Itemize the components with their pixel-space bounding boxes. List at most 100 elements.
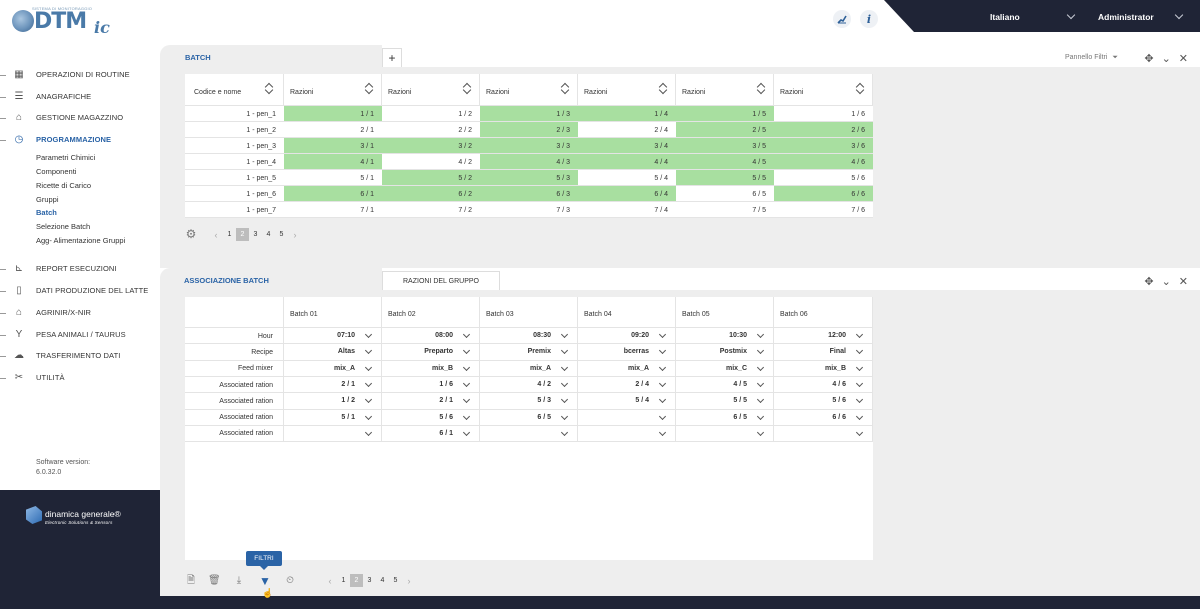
ration-cell[interactable]: 4 / 5 bbox=[676, 154, 774, 170]
ration-cell[interactable]: 5 / 6 bbox=[851, 174, 865, 182]
ration-cell[interactable]: 5 / 3 bbox=[480, 170, 578, 186]
batch-select[interactable]: 1 / 2 bbox=[284, 393, 382, 410]
page-5[interactable]: 5 bbox=[393, 577, 398, 584]
batch-select[interactable]: mix_B bbox=[774, 360, 873, 377]
batch-select[interactable]: 12:00 bbox=[774, 328, 873, 345]
move-icon[interactable]: ✥ bbox=[1144, 53, 1154, 65]
close-icon[interactable]: ✕ bbox=[1178, 276, 1188, 288]
ration-cell[interactable]: 3 / 5 bbox=[676, 138, 774, 154]
ration-cell[interactable]: 5 / 4 bbox=[654, 174, 668, 182]
batch-select[interactable]: mix_B bbox=[382, 360, 480, 377]
batch-select[interactable] bbox=[578, 425, 676, 443]
batch-select[interactable]: 5 / 3 bbox=[480, 393, 578, 410]
column-header[interactable]: Codice e nome bbox=[185, 74, 284, 106]
info-icon[interactable]: i bbox=[860, 10, 878, 28]
tab-associazione-batch[interactable]: ASSOCIAZIONE BATCH bbox=[160, 268, 382, 290]
column-header[interactable]: Razioni bbox=[578, 74, 676, 106]
batch-select[interactable]: bcerras bbox=[578, 344, 676, 361]
subitem-componenti[interactable]: Componenti bbox=[36, 167, 77, 176]
sidebar-item-magazzino[interactable]: ⌂ GESTIONE MAGAZZINO bbox=[0, 111, 160, 125]
sidebar-item-agrinir[interactable]: ⌂ AGRINIR/X-NIR bbox=[0, 306, 160, 320]
sidebar-item-pesa[interactable]: Y PESA ANIMALI / TAURUS bbox=[0, 328, 160, 342]
subitem-selezione-batch[interactable]: Selezione Batch bbox=[36, 222, 91, 231]
batch-select[interactable] bbox=[676, 425, 774, 443]
ration-cell[interactable]: 1 / 1 bbox=[284, 106, 382, 122]
sidebar-item-utilita[interactable]: ✂ UTILITÀ bbox=[0, 371, 160, 385]
batch-select[interactable]: Preparto bbox=[382, 344, 480, 361]
prev-page-icon[interactable]: ‹ bbox=[328, 575, 332, 586]
subitem-parametri-chimici[interactable]: Parametri Chimici bbox=[36, 153, 96, 162]
batch-select[interactable]: mix_A bbox=[284, 360, 382, 377]
sort-icon[interactable] bbox=[463, 82, 471, 94]
ration-cell[interactable]: 4 / 6 bbox=[774, 154, 873, 170]
ration-cell[interactable]: 1 / 4 bbox=[578, 106, 676, 122]
sort-icon[interactable] bbox=[659, 82, 667, 94]
batch-select[interactable]: 6 / 1 bbox=[382, 425, 480, 443]
batch-select[interactable]: 4 / 5 bbox=[676, 376, 774, 394]
ration-cell[interactable]: 1 / 5 bbox=[676, 106, 774, 122]
batch-select[interactable]: 6 / 5 bbox=[480, 409, 578, 426]
download-icon[interactable]: ⤓ bbox=[236, 575, 242, 586]
subitem-batch[interactable]: Batch bbox=[36, 208, 57, 217]
batch-select[interactable]: Postmix bbox=[676, 344, 774, 361]
batch-select[interactable] bbox=[774, 425, 873, 443]
ration-cell[interactable]: 3 / 2 bbox=[382, 138, 480, 154]
page-3[interactable]: 3 bbox=[253, 231, 258, 238]
sidebar-item-programmazione[interactable]: ◷ PROGRAMMAZIONE bbox=[0, 133, 160, 147]
prev-page-icon[interactable]: ‹ bbox=[214, 229, 218, 240]
ration-cell[interactable]: 2 / 4 bbox=[654, 126, 668, 134]
batch-select[interactable]: 5 / 5 bbox=[676, 393, 774, 410]
batch-select[interactable]: 09:20 bbox=[578, 328, 676, 345]
ration-cell[interactable]: 7 / 1 bbox=[360, 206, 374, 214]
close-icon[interactable]: ✕ bbox=[1178, 53, 1188, 65]
batch-select[interactable]: Premix bbox=[480, 344, 578, 361]
batch-select[interactable] bbox=[284, 425, 382, 443]
ration-cell[interactable]: 7 / 6 bbox=[851, 206, 865, 214]
ration-cell[interactable]: 4 / 1 bbox=[284, 154, 382, 170]
timer-icon[interactable]: ⏲ bbox=[286, 575, 294, 586]
page-4[interactable]: 4 bbox=[266, 231, 271, 238]
column-header[interactable]: Razioni bbox=[480, 74, 578, 106]
sort-icon[interactable] bbox=[757, 82, 765, 94]
batch-select[interactable]: 2 / 1 bbox=[382, 393, 480, 410]
sidebar-item-trasferimento[interactable]: ☁ TRASFERIMENTO DATI bbox=[0, 349, 160, 363]
ration-cell[interactable]: 2 / 3 bbox=[480, 122, 578, 138]
move-icon[interactable]: ✥ bbox=[1144, 276, 1154, 288]
batch-select[interactable]: mix_C bbox=[676, 360, 774, 377]
sidebar-item-latte[interactable]: ▯ DATI PRODUZIONE DEL LATTE bbox=[0, 284, 160, 298]
settings-gear-icon[interactable]: ⚙ bbox=[185, 227, 197, 241]
batch-select[interactable]: 2 / 4 bbox=[578, 376, 676, 394]
ration-cell[interactable]: 7 / 2 bbox=[458, 206, 472, 214]
ration-cell[interactable]: 6 / 2 bbox=[382, 186, 480, 202]
ration-cell[interactable]: 7 / 5 bbox=[752, 206, 766, 214]
ration-cell[interactable]: 6 / 6 bbox=[774, 186, 873, 202]
batch-select[interactable]: 5 / 6 bbox=[774, 393, 873, 410]
ration-cell[interactable]: 4 / 2 bbox=[458, 158, 472, 166]
sidebar-item-anagrafiche[interactable]: ☰ ANAGRAFICHE bbox=[0, 90, 160, 104]
tab-batch[interactable]: BATCH bbox=[160, 45, 382, 67]
batch-select[interactable]: mix_A bbox=[578, 360, 676, 377]
chevron-down-icon[interactable]: ⌄ bbox=[1161, 276, 1171, 288]
page-5[interactable]: 5 bbox=[279, 231, 284, 238]
batch-select[interactable]: 5 / 6 bbox=[382, 409, 480, 426]
next-page-icon[interactable]: › bbox=[407, 575, 411, 586]
page-2[interactable]: 2 bbox=[350, 574, 363, 587]
add-document-icon[interactable]: 🗎 bbox=[186, 575, 196, 586]
batch-select[interactable]: 07:10 bbox=[284, 328, 382, 345]
batch-select[interactable] bbox=[480, 425, 578, 443]
sidebar-item-report[interactable]: ⊾ REPORT ESECUZIONI bbox=[0, 262, 160, 276]
add-tab-button[interactable]: + bbox=[382, 48, 402, 67]
ration-cell[interactable]: 4 / 4 bbox=[578, 154, 676, 170]
sort-icon[interactable] bbox=[365, 82, 373, 94]
sort-icon[interactable] bbox=[856, 82, 864, 94]
ration-cell[interactable]: 3 / 4 bbox=[578, 138, 676, 154]
subitem-ricette[interactable]: Ricette di Carico bbox=[36, 181, 92, 190]
ration-cell[interactable]: 3 / 6 bbox=[774, 138, 873, 154]
batch-select[interactable] bbox=[578, 409, 676, 426]
ration-cell[interactable]: 2 / 2 bbox=[458, 126, 472, 134]
page-4[interactable]: 4 bbox=[380, 577, 385, 584]
language-select[interactable]: Italiano bbox=[986, 9, 1078, 25]
batch-select[interactable]: mix_A bbox=[480, 360, 578, 377]
